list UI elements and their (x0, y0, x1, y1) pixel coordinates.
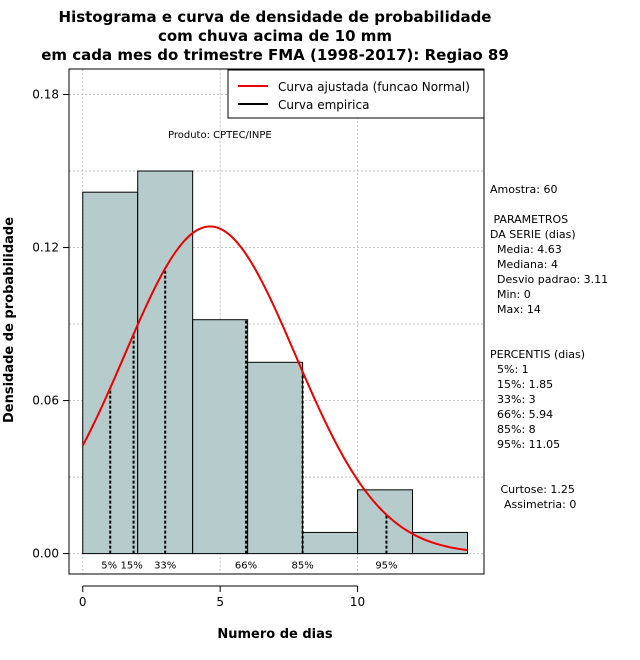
stat-line-20: Curtose: 1.25 (490, 483, 575, 496)
percentile-label-3: 66% (235, 561, 257, 572)
x-tick-label-1: 5 (216, 595, 224, 609)
legend: Curva ajustada (funcao Normal) Curva emp… (227, 69, 485, 119)
histogram-bars (82, 170, 469, 555)
chart-title-line-1: Histograma e curva de densidade de proba… (59, 8, 492, 26)
histogram-bar-2 (192, 319, 249, 555)
histogram-bar-5 (357, 489, 414, 555)
stat-line-15: 66%: 5.94 (490, 408, 553, 421)
stat-line-21: Assimetria: 0 (490, 498, 576, 511)
normal-fit-path (81, 225, 468, 552)
percentile-label-0: 5% (101, 561, 117, 572)
stat-line-2: PARAMETROS (490, 213, 568, 226)
stat-line-12: 5%: 1 (490, 363, 529, 376)
stat-line-14: 33%: 3 (490, 393, 536, 406)
histogram-bar-3 (247, 361, 304, 555)
y-axis-label: Densidade de probabilidade (2, 217, 17, 423)
product-label: Produto: CPTEC/INPE (168, 130, 272, 141)
y-tick-label-2: 0.12 (32, 241, 59, 255)
legend-box (227, 69, 485, 119)
percentile-label-5: 95% (375, 561, 397, 572)
x-axis-label: Numero de dias (217, 627, 333, 642)
percentile-label-2: 33% (154, 561, 176, 572)
x-tick-label-2: 10 (350, 595, 365, 609)
x-tick-label-0: 0 (79, 595, 87, 609)
legend-label-empirical: Curva empirica (278, 98, 369, 112)
stat-line-17: 95%: 11.05 (490, 438, 560, 451)
stat-line-7: Min: 0 (490, 288, 531, 301)
x-axis: 0 5 10 (79, 585, 365, 609)
y-tick-label-1: 0.06 (32, 394, 59, 408)
chart-title-line-3: em cada mes do trimestre FMA (1998-2017)… (41, 46, 509, 64)
stat-line-0: Amostra: 60 (490, 183, 557, 196)
chart-title-line-2: com chuva acima de 10 mm (158, 27, 392, 45)
normal-fit-curve (81, 225, 468, 552)
stat-line-16: 85%: 8 (490, 423, 536, 436)
histogram-bar-4 (302, 531, 359, 555)
stat-line-8: Max: 14 (490, 303, 541, 316)
stat-line-5: Mediana: 4 (490, 258, 558, 271)
stat-line-13: 15%: 1.85 (490, 378, 553, 391)
histogram-bar-6 (412, 531, 469, 555)
stat-line-4: Media: 4.63 (490, 243, 562, 256)
y-tick-label-0: 0.00 (32, 547, 59, 561)
chart-title: Histograma e curva de densidade de proba… (41, 8, 509, 64)
legend-label-fit: Curva ajustada (funcao Normal) (278, 80, 470, 94)
stat-line-3: DA SERIE (dias) (490, 228, 576, 241)
percentile-label-1: 15% (120, 561, 142, 572)
percentile-label-4: 85% (291, 561, 313, 572)
percentile-lines: 5% 15% 33% 66% 85% 95% (101, 268, 398, 572)
y-tick-label-3: 0.18 (32, 88, 59, 102)
stat-line-11: PERCENTIS (dias) (490, 348, 585, 361)
statistics-panel: Amostra: 60 PARAMETROS DA SERIE (dias) Me… (490, 183, 608, 511)
histogram-bar-0 (82, 191, 139, 555)
stat-line-6: Desvio padrao: 3.11 (490, 273, 608, 286)
y-axis: 0.00 0.06 0.12 0.18 (32, 88, 70, 561)
